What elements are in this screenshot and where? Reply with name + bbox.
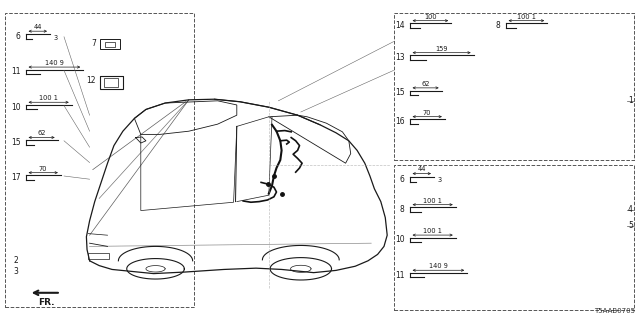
Text: 6: 6 <box>399 175 404 184</box>
Text: 15: 15 <box>395 88 404 97</box>
Text: 10: 10 <box>395 236 404 244</box>
Bar <box>104 78 118 87</box>
Text: 44: 44 <box>33 24 42 30</box>
Text: 159: 159 <box>435 46 448 52</box>
Text: 16: 16 <box>395 117 404 126</box>
Text: 100 1: 100 1 <box>39 95 58 101</box>
Text: 17: 17 <box>11 173 20 182</box>
Text: 11: 11 <box>395 271 404 280</box>
Text: 3: 3 <box>437 177 441 183</box>
Text: 10: 10 <box>11 103 20 112</box>
Text: 8: 8 <box>400 205 404 214</box>
Bar <box>88 253 109 259</box>
Bar <box>100 76 123 89</box>
Text: 70: 70 <box>39 166 47 172</box>
Text: 1: 1 <box>628 96 633 105</box>
Text: 7: 7 <box>91 39 96 48</box>
Text: 4: 4 <box>628 205 633 214</box>
Text: 12: 12 <box>86 76 96 85</box>
Bar <box>394 165 634 310</box>
Text: 100 1: 100 1 <box>423 198 442 204</box>
Bar <box>100 39 120 49</box>
Text: 14: 14 <box>395 21 404 30</box>
Text: 3: 3 <box>53 35 57 41</box>
Text: 5: 5 <box>628 221 633 230</box>
Text: T5AAB0705: T5AAB0705 <box>594 308 635 314</box>
Text: 2: 2 <box>13 256 18 265</box>
Text: 100 1: 100 1 <box>423 228 442 234</box>
Text: 3: 3 <box>13 268 18 276</box>
Bar <box>394 13 634 160</box>
Text: 100 1: 100 1 <box>517 14 536 20</box>
Text: 44: 44 <box>417 166 426 172</box>
Text: 100: 100 <box>424 14 436 20</box>
Text: 62: 62 <box>421 81 430 87</box>
Text: 62: 62 <box>37 131 46 136</box>
Text: 15: 15 <box>11 138 20 147</box>
Text: 13: 13 <box>395 53 404 62</box>
Text: 140 9: 140 9 <box>429 263 448 269</box>
Text: FR.: FR. <box>38 298 54 307</box>
Bar <box>5 13 194 307</box>
Text: 70: 70 <box>423 110 431 116</box>
Text: 11: 11 <box>11 68 20 76</box>
Text: 8: 8 <box>496 21 500 30</box>
Bar <box>105 42 115 47</box>
Text: 6: 6 <box>15 32 20 41</box>
Text: 140 9: 140 9 <box>45 60 64 66</box>
